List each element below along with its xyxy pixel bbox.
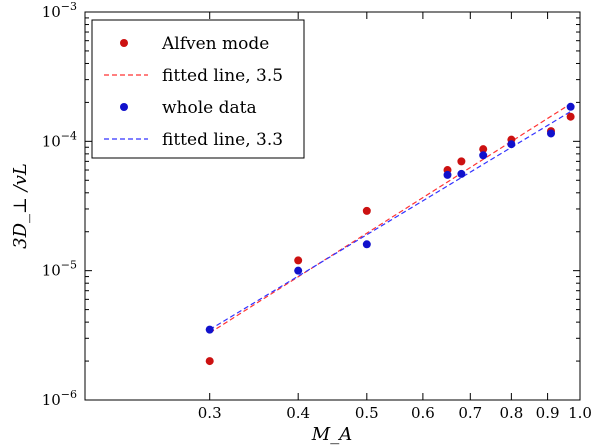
- x-tick-label: 0.6: [411, 404, 435, 422]
- x-tick-label: 0.7: [458, 404, 482, 422]
- data-point: [205, 325, 214, 334]
- y-axis-title: 3D_⊥ /vL: [10, 163, 31, 249]
- data-point: [546, 129, 555, 138]
- data-point: [479, 145, 488, 154]
- data-point: [205, 357, 214, 366]
- x-axis-title: M_A: [311, 424, 352, 445]
- y-tick-exponent: −3: [61, 0, 77, 13]
- y-tick-base: 10: [42, 391, 61, 409]
- data-point: [457, 169, 466, 178]
- y-tick-label: 10−4: [42, 129, 77, 150]
- data-point: [457, 157, 466, 166]
- data-point: [294, 256, 303, 265]
- data-point: [294, 266, 303, 275]
- y-tick-base: 10: [42, 3, 61, 21]
- data-point: [362, 206, 371, 215]
- data-point: [479, 151, 488, 160]
- y-tick-base: 10: [42, 262, 61, 280]
- y-tick-exponent: −5: [61, 259, 77, 272]
- y-tick-exponent: −4: [61, 129, 77, 142]
- data-point: [566, 102, 575, 111]
- x-tick-label: 0.8: [499, 404, 523, 422]
- y-tick-exponent: −6: [61, 388, 77, 401]
- y-tick-label: 10−5: [42, 259, 77, 280]
- fit-line: [209, 111, 571, 331]
- legend-label: whole data: [162, 98, 257, 118]
- data-point: [362, 240, 371, 249]
- data-point: [566, 112, 575, 121]
- legend-label: fitted line, 3.3: [162, 130, 283, 150]
- data-point: [443, 170, 452, 179]
- y-tick-base: 10: [42, 132, 61, 150]
- legend-label: Alfven mode: [161, 34, 269, 54]
- legend: Alfven mode fitted line, 3.5 whole data fit…: [91, 19, 305, 159]
- y-tick-label: 10−6: [42, 388, 77, 409]
- x-tick-label: 0.9: [536, 404, 560, 422]
- data-point: [507, 140, 516, 149]
- x-tick-label: 0.5: [355, 404, 379, 422]
- data-points: [205, 102, 575, 366]
- x-tick-label: 0.4: [286, 404, 310, 422]
- legend-label: fitted line, 3.5: [162, 66, 283, 86]
- y-tick-label: 10−3: [42, 0, 77, 21]
- axis-ticks: 10−610−510−410−30.3 0.4 0.5 0.6 0.7 0.8 0.9 1.0: [42, 0, 592, 422]
- legend-marker: [120, 103, 128, 111]
- x-tick-label: 1.0: [568, 404, 592, 422]
- x-tick-label: 0.3: [198, 404, 222, 422]
- legend-marker: [120, 39, 128, 47]
